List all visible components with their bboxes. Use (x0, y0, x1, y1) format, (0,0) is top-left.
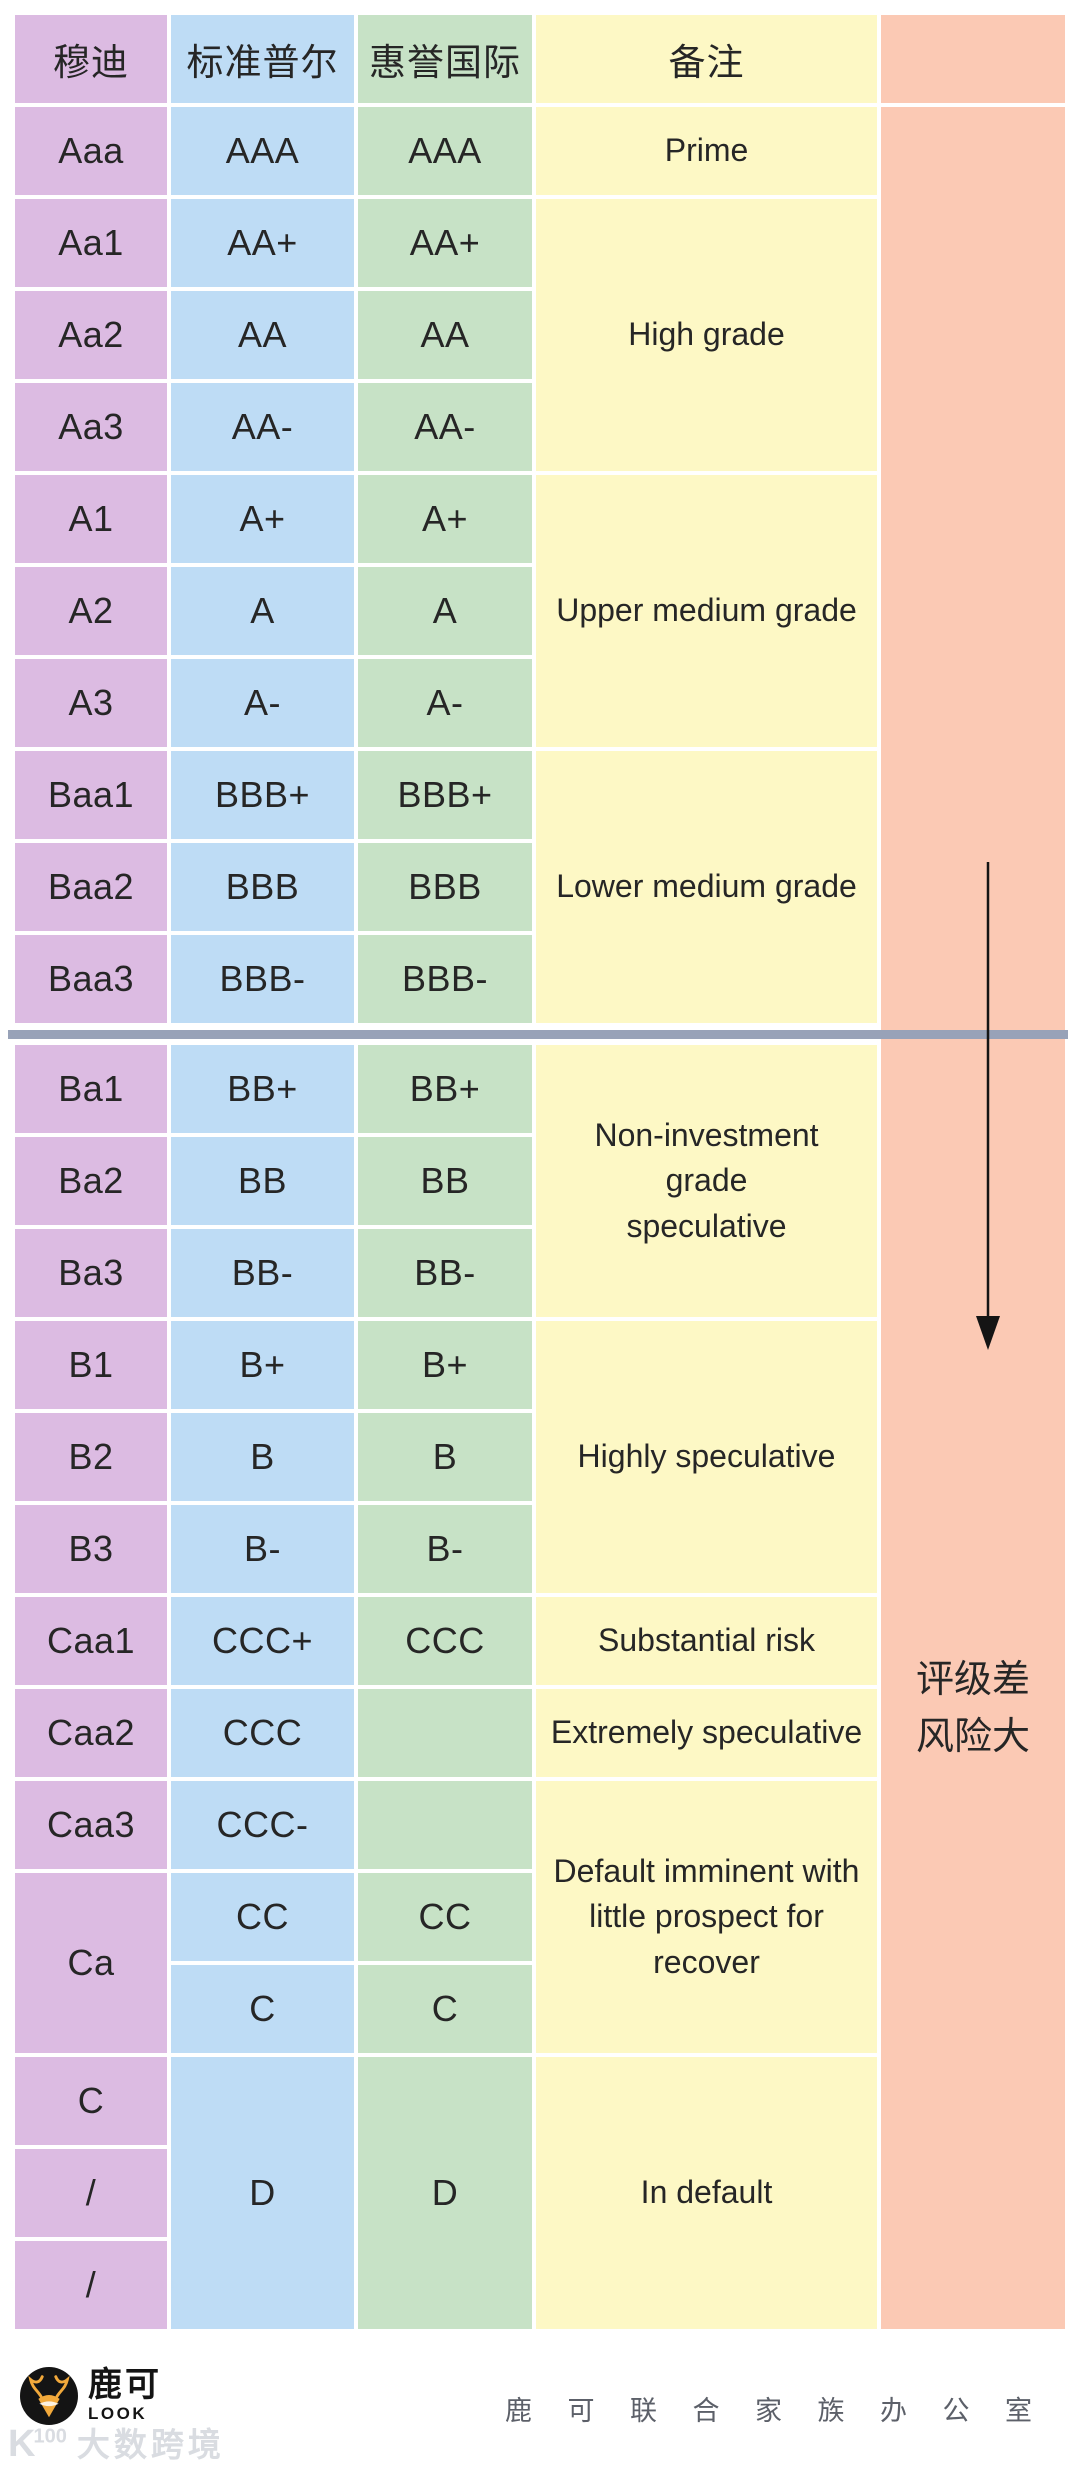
cell-moody-row2: Aa1 (15, 199, 167, 287)
cell-fitch-row1: AAA (358, 107, 532, 195)
cell-remarks-row18: Extremely speculative (536, 1689, 877, 1777)
cell-remarks-row5: Upper medium grade (536, 475, 877, 747)
cell-fitch-row7: A- (358, 659, 532, 747)
cell-moody-row7: A3 (15, 659, 167, 747)
risk-direction-arrow-icon (976, 862, 1000, 1350)
cell-moody-row3: Aa2 (15, 291, 167, 379)
cell-moody-row17: Caa1 (15, 1597, 167, 1685)
cell-moody-row4: Aa3 (15, 383, 167, 471)
cell-fitch-row4: AA- (358, 383, 532, 471)
cell-sp-row3: AA (171, 291, 354, 379)
cell-fitch-row11: BB+ (358, 1045, 532, 1133)
cell-fitch-row19 (358, 1781, 532, 1869)
cell-sp-row4: AA- (171, 383, 354, 471)
brand-name-en: LOOK (88, 2404, 148, 2424)
cell-fitch-row10: BBB- (358, 935, 532, 1023)
cell-fitch-row21: C (358, 1965, 532, 2053)
cell-sp-row12: BB (171, 1137, 354, 1225)
cell-sp-row19: CCC- (171, 1781, 354, 1869)
cell-remarks-row19: Default imminent with little prospect for… (536, 1781, 877, 2053)
look-deer-logo-icon (20, 2367, 78, 2425)
cell-moody-row22: C (15, 2057, 167, 2145)
watermark: K100 大数跨境 (8, 2425, 225, 2463)
cell-remarks-row11: Non-investment grade speculative (536, 1045, 877, 1317)
cell-sp-row13: BB- (171, 1229, 354, 1317)
cell-moody-row19: Caa3 (15, 1781, 167, 1869)
cell-sp-row2: AA+ (171, 199, 354, 287)
cell-fitch-row15: B (358, 1413, 532, 1501)
footer: 鹿可 LOOK 鹿 可 联 合 家 族 办 公 室 K100 大数跨境 (0, 2337, 1080, 2479)
cell-moody-row24: / (15, 2241, 167, 2329)
column-header-remarks: 备注 (536, 15, 877, 103)
watermark-text: 大数跨境 (76, 2425, 225, 2463)
risk-column-body: 评级差 风险大 (881, 107, 1065, 2329)
cell-fitch-row9: BBB (358, 843, 532, 931)
cell-moody-row23: / (15, 2149, 167, 2237)
cell-moody-row18: Caa2 (15, 1689, 167, 1777)
rating-table: 穆迪 Aaa Aa1 Aa2 Aa3 A1 A2 A3 Baa1 Baa2 Baa3 Ba1 Ba2 Ba… (15, 15, 1065, 2329)
watermark-logo-icon: K100 (8, 2423, 67, 2465)
footer-company-text: 鹿 可 联 合 家 族 办 公 室 (504, 2396, 1046, 2426)
cell-fitch-row17: CCC (358, 1597, 532, 1685)
cell-remarks-row1: Prime (536, 107, 877, 195)
cell-moody-row11: Ba1 (15, 1045, 167, 1133)
column-header-moody: 穆迪 (15, 15, 167, 103)
cell-fitch-row20: CC (358, 1873, 532, 1961)
cell-sp-row20: CC (171, 1873, 354, 1961)
cell-sp-row11: BB+ (171, 1045, 354, 1133)
cell-remarks-row8: Lower medium grade (536, 751, 877, 1023)
cell-sp-row10: BBB- (171, 935, 354, 1023)
cell-sp-row8: BBB+ (171, 751, 354, 839)
cell-moody-row5: A1 (15, 475, 167, 563)
cell-sp-row6: A (171, 567, 354, 655)
cell-moody-row20: Ca (15, 1873, 167, 2053)
cell-sp-row5: A+ (171, 475, 354, 563)
brand-logo: 鹿可 LOOK (20, 2367, 162, 2425)
cell-fitch-row5: A+ (358, 475, 532, 563)
cell-sp-row18: CCC (171, 1689, 354, 1777)
cell-sp-row14: B+ (171, 1321, 354, 1409)
cell-sp-row15: B (171, 1413, 354, 1501)
cell-remarks-row2: High grade (536, 199, 877, 471)
cell-moody-row13: Ba3 (15, 1229, 167, 1317)
cell-remarks-row14: Highly speculative (536, 1321, 877, 1593)
cell-moody-row1: Aaa (15, 107, 167, 195)
cell-moody-row14: B1 (15, 1321, 167, 1409)
cell-fitch-row6: A (358, 567, 532, 655)
cell-sp-row1: AAA (171, 107, 354, 195)
cell-sp-row16: B- (171, 1505, 354, 1593)
cell-moody-row9: Baa2 (15, 843, 167, 931)
column-header-risk (881, 15, 1065, 103)
investment-grade-divider (8, 1030, 1068, 1039)
cell-fitch-row14: B+ (358, 1321, 532, 1409)
cell-sp-row21: C (171, 1965, 354, 2053)
risk-note-text: 评级差 风险大 (915, 1659, 1030, 1758)
cell-moody-row8: Baa1 (15, 751, 167, 839)
cell-moody-row12: Ba2 (15, 1137, 167, 1225)
brand-name-cn: 鹿可 (88, 2365, 162, 2404)
column-header-sp: 标准普尔 (171, 15, 354, 103)
cell-sp-row9: BBB (171, 843, 354, 931)
cell-moody-row16: B3 (15, 1505, 167, 1593)
cell-fitch-row18 (358, 1689, 532, 1777)
cell-fitch-row12: BB (358, 1137, 532, 1225)
brand-text: 鹿可 LOOK (88, 2365, 162, 2425)
cell-fitch-row13: BB- (358, 1229, 532, 1317)
cell-moody-row15: B2 (15, 1413, 167, 1501)
column-header-fitch: 惠誉国际 (358, 15, 532, 103)
cell-fitch-row2: AA+ (358, 199, 532, 287)
cell-fitch-row16: B- (358, 1505, 532, 1593)
cell-remarks-row22: In default (536, 2057, 877, 2329)
cell-fitch-row22: D (358, 2057, 532, 2329)
cell-sp-row17: CCC+ (171, 1597, 354, 1685)
cell-moody-row10: Baa3 (15, 935, 167, 1023)
cell-remarks-row17: Substantial risk (536, 1597, 877, 1685)
cell-sp-row22: D (171, 2057, 354, 2329)
cell-moody-row6: A2 (15, 567, 167, 655)
cell-fitch-row8: BBB+ (358, 751, 532, 839)
cell-fitch-row3: AA (358, 291, 532, 379)
cell-sp-row7: A- (171, 659, 354, 747)
